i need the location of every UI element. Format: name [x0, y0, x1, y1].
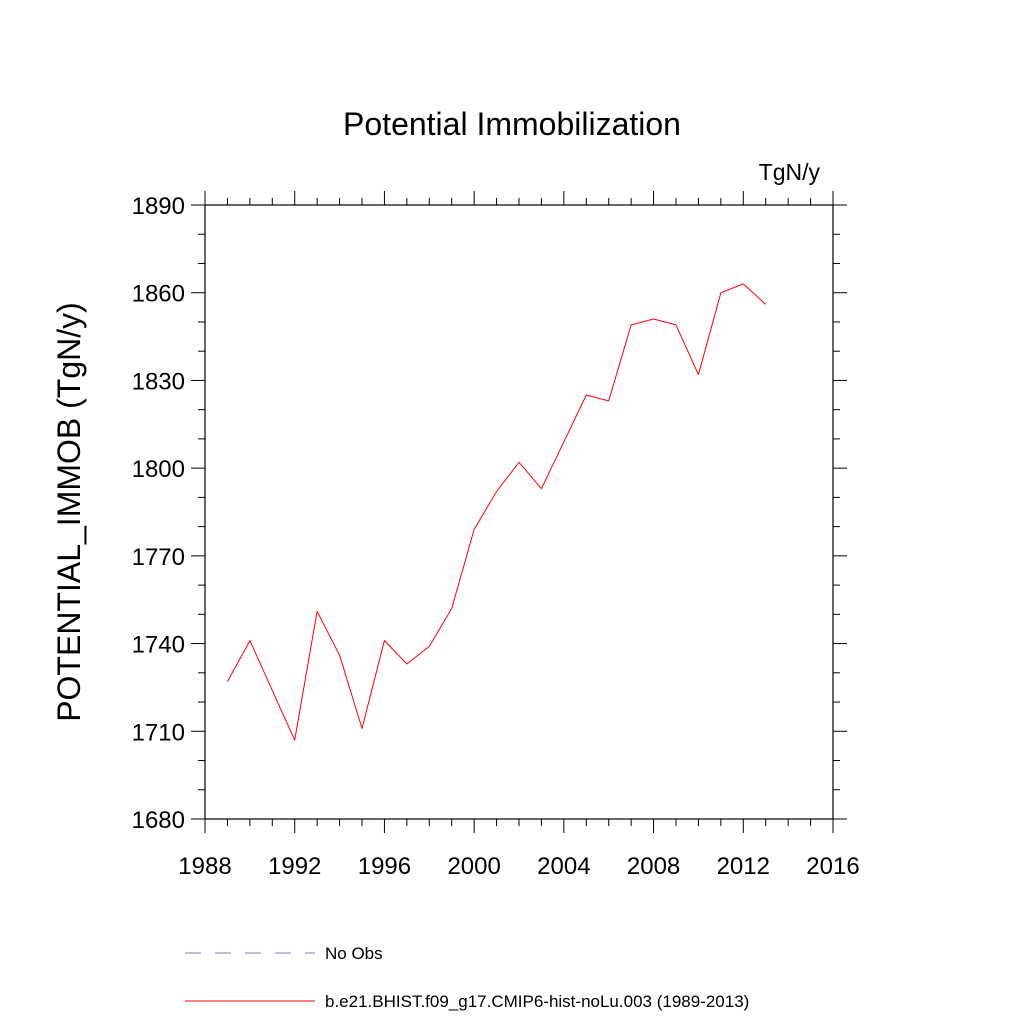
y-tick-label: 1800 — [132, 456, 185, 483]
x-tick-label: 2004 — [537, 853, 590, 880]
x-tick-label: 2000 — [447, 853, 500, 880]
y-tick-label: 1680 — [132, 807, 185, 834]
x-tick-label: 2012 — [717, 853, 770, 880]
y-tick-label: 1710 — [132, 719, 185, 746]
x-tick-label: 1988 — [178, 853, 231, 880]
y-axis-label: POTENTIAL_IMMOB (TgN/y) — [51, 302, 87, 722]
x-tick-label: 1992 — [268, 853, 321, 880]
y-tick-label: 1740 — [132, 632, 185, 659]
y-tick-label: 1830 — [132, 368, 185, 395]
legend: No Obs b.e21.BHIST.f09_g17.CMIP6-hist-no… — [185, 944, 749, 1011]
legend-label-no-obs: No Obs — [325, 944, 383, 963]
y-tick-label: 1860 — [132, 281, 185, 308]
x-tick-label: 2008 — [627, 853, 680, 880]
chart-title: Potential Immobilization — [343, 106, 681, 142]
plot-frame — [204, 204, 834, 820]
x-tick-label: 1996 — [358, 853, 411, 880]
series-line — [226, 283, 767, 741]
units-label: TgN/y — [759, 159, 821, 185]
y-tick-label: 1770 — [132, 544, 185, 571]
y-tick-label: 1890 — [132, 193, 185, 220]
x-tick-label: 2016 — [806, 853, 859, 880]
legend-label-model: b.e21.BHIST.f09_g17.CMIP6-hist-noLu.003 … — [325, 992, 749, 1011]
plot-area: 1988 1992 1996 2000 2004 2008 2012 2016 1680 1710… — [132, 191, 860, 880]
